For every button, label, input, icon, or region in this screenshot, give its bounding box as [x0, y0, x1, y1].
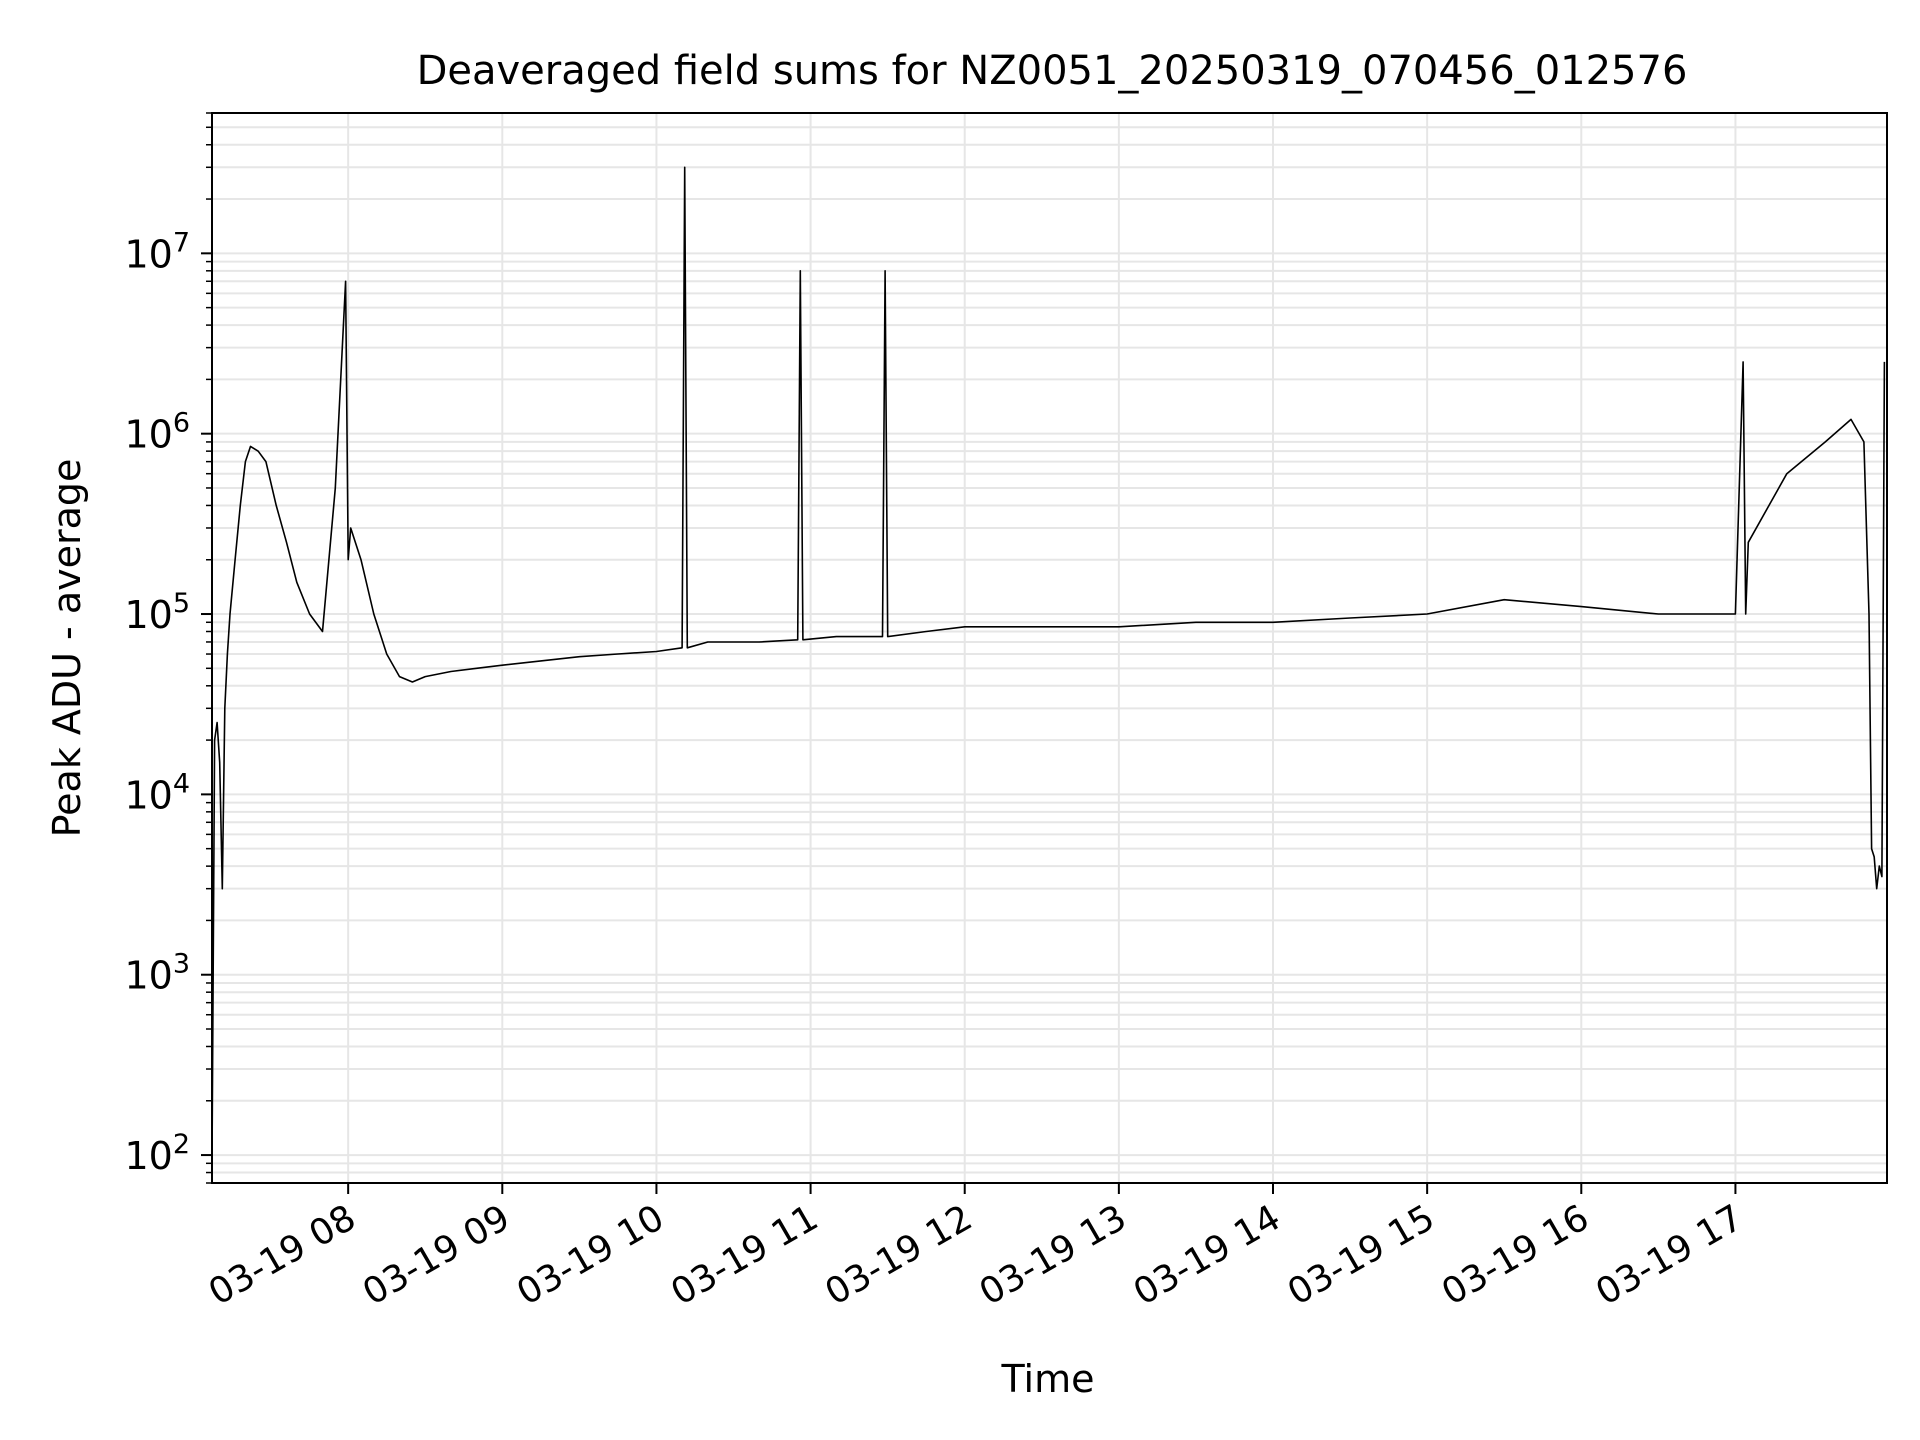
y-tick-base: 10: [124, 232, 172, 276]
y-tick-base: 10: [124, 1134, 172, 1178]
grid: [212, 112, 1887, 1184]
y-tick-base: 10: [124, 593, 172, 637]
y-tick-label: 105: [124, 588, 190, 637]
x-tick-label: 03-19 16: [1435, 1197, 1596, 1313]
x-tick-label: 03-19 11: [664, 1197, 825, 1313]
y-tick-label: 104: [124, 768, 190, 817]
y-tick-label: 107: [124, 227, 190, 276]
y-tick-base: 10: [124, 954, 172, 998]
y-tick-exponent: 5: [173, 588, 190, 619]
y-tick-exponent: 7: [173, 227, 190, 258]
series-line: [211, 166, 1886, 1164]
y-axis-label: Peak ADU - average: [45, 459, 89, 838]
y-tick-label: 103: [124, 949, 190, 998]
x-tick-label: 03-19 10: [510, 1197, 671, 1313]
y-tick-exponent: 3: [173, 949, 190, 980]
x-tick-label: 03-19 15: [1281, 1197, 1442, 1313]
x-tick-label: 03-19 12: [819, 1197, 980, 1313]
y-tick-exponent: 2: [173, 1129, 190, 1160]
series-layer: [211, 166, 1886, 1164]
x-tick-label: 03-19 13: [973, 1197, 1134, 1313]
y-tick-label: 102: [124, 1129, 190, 1178]
y-tick-base: 10: [124, 413, 172, 457]
y-tick-exponent: 4: [173, 768, 190, 799]
x-tick-label: 03-19 14: [1127, 1197, 1288, 1313]
x-tick-label: 03-19 17: [1589, 1197, 1750, 1313]
y-tick-exponent: 6: [173, 408, 190, 439]
x-tick-label: 03-19 08: [202, 1197, 363, 1313]
chart-title: Deaveraged field sums for NZ0051_2025031…: [417, 48, 1688, 94]
x-tick-label: 03-19 09: [356, 1197, 517, 1313]
plot-frame: [211, 112, 1888, 1184]
y-tick-label: 106: [124, 408, 190, 457]
x-axis-label: Time: [1001, 1357, 1095, 1401]
y-tick-base: 10: [124, 773, 172, 817]
